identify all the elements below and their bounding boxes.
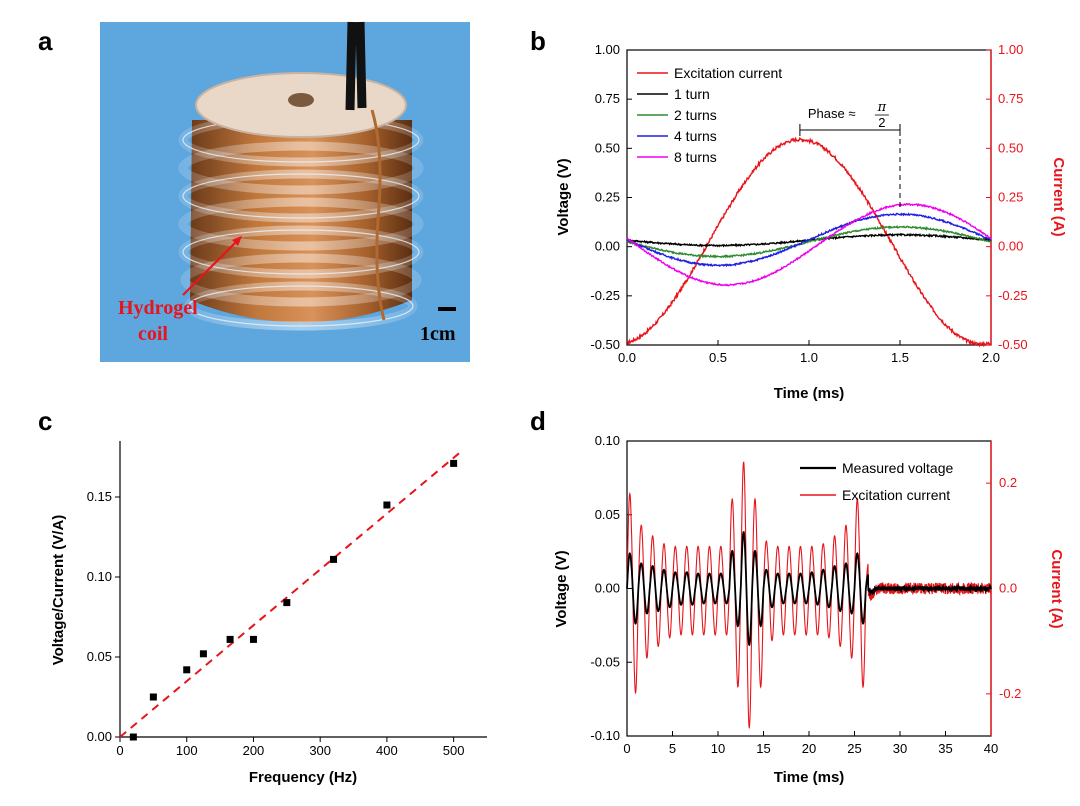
chart-d-xlabel: Time (ms) [774,769,845,786]
d-xtick-label: 40 [984,741,998,756]
d-xtick-label: 5 [669,741,676,756]
d-ytick-label: 0.00 [595,581,620,596]
photo-label-line2: coil [138,323,168,345]
b-ytick-label: -0.25 [590,288,620,303]
d-ytick-right-label: 0.0 [999,581,1017,596]
chart-d-ylabel: Voltage (V) [553,550,570,627]
d-legend-label: Measured voltage [842,460,954,476]
b-xtick-label: 1.0 [800,350,818,365]
b-ytick-right-label: 0.50 [998,140,1023,155]
c-data-point [249,635,257,643]
b-series-line [626,202,992,287]
b-ytick-label: 1.00 [595,42,620,57]
d-xtick-label: 35 [938,741,952,756]
photo-label-line1: Hydrogel [118,297,198,319]
panel-label-a: a [38,26,53,56]
panel-label-b: b [530,26,546,56]
chart-c-xlabel: Frequency (Hz) [249,769,357,786]
d-ytick-right-label: 0.2 [999,475,1017,490]
b-legend-label: Excitation current [674,65,782,81]
c-xtick-label: 400 [376,743,398,758]
b-ytick-label: 0.00 [595,239,620,254]
chart-b-ylabel-right: Current (A) [1050,157,1067,236]
b-xtick-label: 2.0 [982,350,1000,365]
c-data-point [283,599,291,607]
c-xtick-label: 200 [243,743,265,758]
phase-denominator: 2 [878,115,885,130]
d-legend-label: Excitation current [842,487,950,503]
b-ytick-label: 0.50 [595,140,620,155]
c-ytick-label: 0.00 [87,729,112,744]
d-xtick-label: 30 [893,741,907,756]
d-ytick-label: 0.10 [595,433,620,448]
c-xtick-label: 0 [116,743,123,758]
label-arrow [182,239,239,296]
c-data-point [129,733,137,741]
d-ytick-right-label: -0.2 [999,686,1021,701]
b-ytick-label: 0.25 [595,190,620,205]
b-xtick-label: 0.0 [618,350,636,365]
b-ytick-right-label: 0.75 [998,91,1023,106]
chart-d: 0 5 10 15 20 25 30 35 40 -0.10-0.050.000.050.10 … [553,433,1065,786]
c-data-point [450,459,458,467]
c-data-point [149,693,157,701]
d-ytick-label: 0.05 [595,507,620,522]
d-xtick-label: 20 [802,741,816,756]
phase-text: Phase ≈ [808,106,856,121]
b-ytick-label: -0.50 [590,337,620,352]
c-data-point [330,555,338,563]
phase-numerator: π [877,100,887,115]
c-xtick-label: 300 [309,743,331,758]
lead-wires [345,21,367,111]
b-ytick-right-label: 0.00 [998,239,1023,254]
c-xtick-label: 500 [443,743,465,758]
panel-label-c: c [38,406,52,436]
b-series-line [626,224,992,259]
c-data-point [199,650,207,658]
c-data-point [183,666,191,674]
chart-c: 0 100 200 300 400 500 0.00 0.05 0.10 0.15 Freque… [50,441,487,786]
d-xtick-label: 15 [756,741,770,756]
b-xtick-label: 0.5 [709,350,727,365]
b-ytick-label: 0.75 [595,91,620,106]
c-xtick-label: 100 [176,743,198,758]
c-fit-line [119,451,461,738]
panel-label-d: d [530,406,546,436]
b-xtick-label: 1.5 [891,350,909,365]
scale-bar-label: 1cm [420,323,456,345]
b-ytick-right-label: -0.50 [998,337,1028,352]
d-ytick-label: -0.05 [590,654,620,669]
scale-bar [438,307,456,311]
b-series-line [626,212,992,268]
b-ytick-right-label: 0.25 [998,190,1023,205]
chart-c-ylabel: Voltage/Current (V/A) [50,515,67,666]
chart-b-ylabel: Voltage (V) [555,158,572,235]
c-data-point [383,501,391,509]
chart-b: 0.0 0.5 1.0 1.5 2.0 -0.50 -0.25 0.00 0.25 0.50 0.… [555,42,1067,402]
d-xtick-label: 0 [623,741,630,756]
d-xtick-label: 25 [847,741,861,756]
coil-photo: Hydrogel coil 1cm [100,21,470,362]
c-ytick-label: 0.10 [87,569,112,584]
c-ytick-label: 0.15 [87,489,112,504]
b-legend-label: 8 turns [674,149,717,165]
center-hole [288,93,314,107]
d-series-line [626,530,992,647]
b-legend-label: 1 turn [674,86,710,102]
c-ytick-label: 0.05 [87,649,112,664]
b-series-line [626,136,992,348]
chart-d-ylabel-right: Current (A) [1048,549,1065,628]
d-ytick-label: -0.10 [590,728,620,743]
c-data-point [226,635,234,643]
b-ytick-right-label: 1.00 [998,42,1023,57]
b-legend-label: 2 turns [674,107,717,123]
b-ytick-right-label: -0.25 [998,288,1028,303]
b-legend-label: 4 turns [674,128,717,144]
chart-b-xlabel: Time (ms) [774,385,845,402]
phase-annotation: Phase ≈ π 2 [799,100,901,208]
d-xtick-label: 10 [711,741,725,756]
